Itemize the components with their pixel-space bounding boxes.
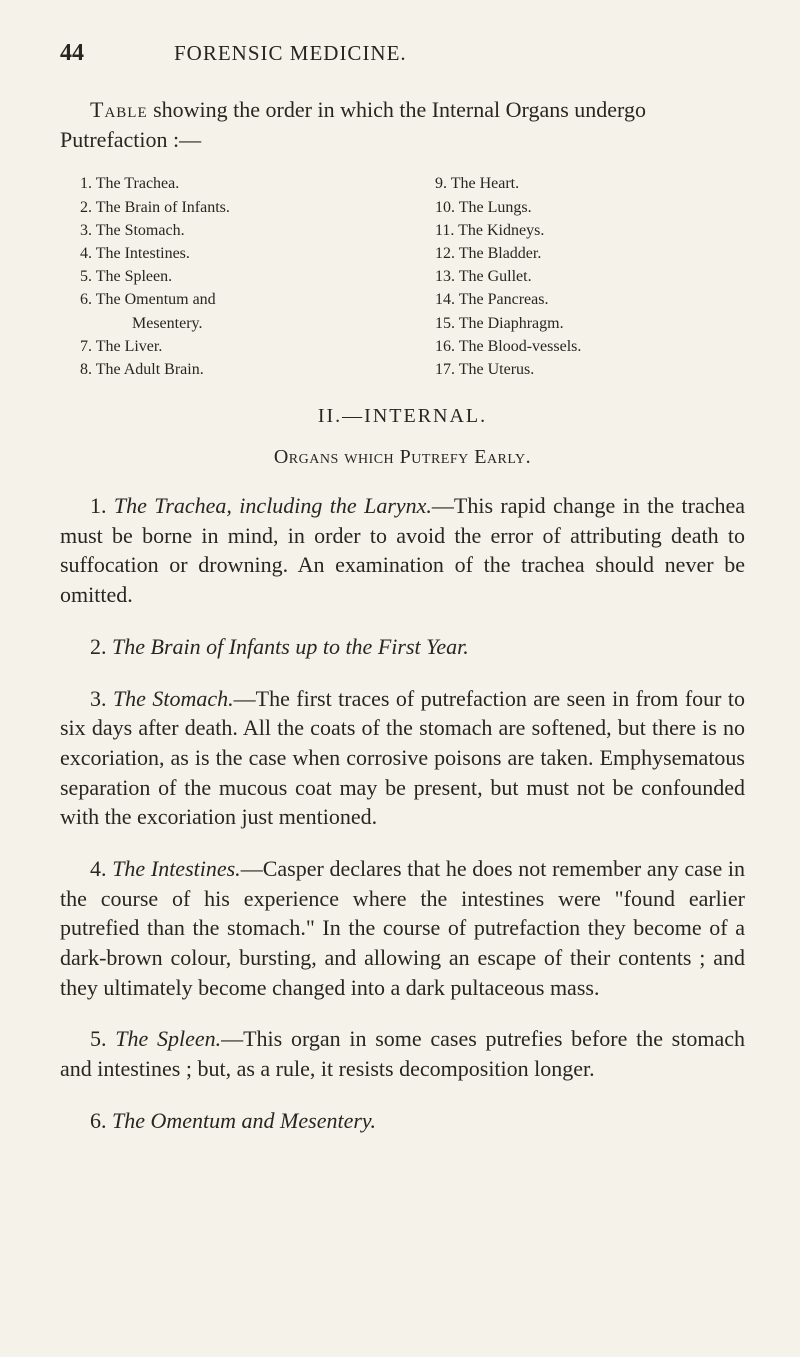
para-num: 4. (90, 856, 112, 881)
list-item: 1. The Trachea. (80, 172, 390, 195)
organ-list-columns: 1. The Trachea. 2. The Brain of Infants.… (80, 172, 745, 381)
para-lead-italic: The Omentum and Mesentery. (112, 1108, 376, 1133)
paragraph-1: 1. The Trachea, including the Larynx.—Th… (60, 491, 745, 610)
page-number: 44 (60, 40, 84, 67)
list-item: 15. The Diaphragm. (435, 312, 745, 335)
list-item: 10. The Lungs. (435, 196, 745, 219)
list-item: 17. The Uterus. (435, 358, 745, 381)
para-lead-italic: The Spleen. (115, 1026, 221, 1051)
para-num: 3. (90, 686, 113, 711)
intro-rest: showing the order in which the Internal … (60, 97, 646, 152)
paragraph-6: 6. The Omentum and Mesentery. (60, 1106, 745, 1136)
paragraph-2: 2. The Brain of Infants up to the First … (60, 632, 745, 662)
page-header: 44 FORENSIC MEDICINE. (60, 40, 745, 67)
intro-paragraph: Table showing the order in which the Int… (60, 95, 745, 154)
para-lead-italic: The Brain of Infants up to the First Yea… (112, 634, 469, 659)
paragraph-3: 3. The Stomach.—The first traces of putr… (60, 684, 745, 832)
paragraph-5: 5. The Spleen.—This organ in some cases … (60, 1024, 745, 1083)
list-item: 3. The Stomach. (80, 219, 390, 242)
list-item: 11. The Kidneys. (435, 219, 745, 242)
para-num: 1. (90, 493, 114, 518)
para-num: 6. (90, 1108, 112, 1133)
list-item-continuation: Mesentery. (80, 312, 390, 335)
subsection-heading: Organs which Putrefy Early. (60, 446, 745, 469)
intro-smallcaps: Table (90, 97, 148, 122)
list-item: 6. The Omentum and (80, 288, 390, 311)
page-title: FORENSIC MEDICINE. (174, 41, 407, 66)
organ-list-right: 9. The Heart. 10. The Lungs. 11. The Kid… (400, 172, 745, 381)
list-item: 5. The Spleen. (80, 265, 390, 288)
page-container: 44 FORENSIC MEDICINE. Table showing the … (0, 0, 800, 1193)
list-item: 16. The Blood-vessels. (435, 335, 745, 358)
list-item: 13. The Gullet. (435, 265, 745, 288)
section-heading: II.—INTERNAL. (60, 405, 745, 428)
list-item: 7. The Liver. (80, 335, 390, 358)
para-num: 2. (90, 634, 112, 659)
list-item: 14. The Pancreas. (435, 288, 745, 311)
para-lead-italic: The Intestines. (112, 856, 241, 881)
para-num: 5. (90, 1026, 115, 1051)
list-item: 8. The Adult Brain. (80, 358, 390, 381)
para-lead-italic: The Trachea, including the Larynx. (114, 493, 432, 518)
list-item: 9. The Heart. (435, 172, 745, 195)
organ-list-left: 1. The Trachea. 2. The Brain of Infants.… (80, 172, 400, 381)
list-item: 12. The Bladder. (435, 242, 745, 265)
para-lead-italic: The Stomach. (113, 686, 234, 711)
list-item: 4. The Intestines. (80, 242, 390, 265)
paragraph-4: 4. The Intestines.—Casper declares that … (60, 854, 745, 1002)
list-item: 2. The Brain of Infants. (80, 196, 390, 219)
